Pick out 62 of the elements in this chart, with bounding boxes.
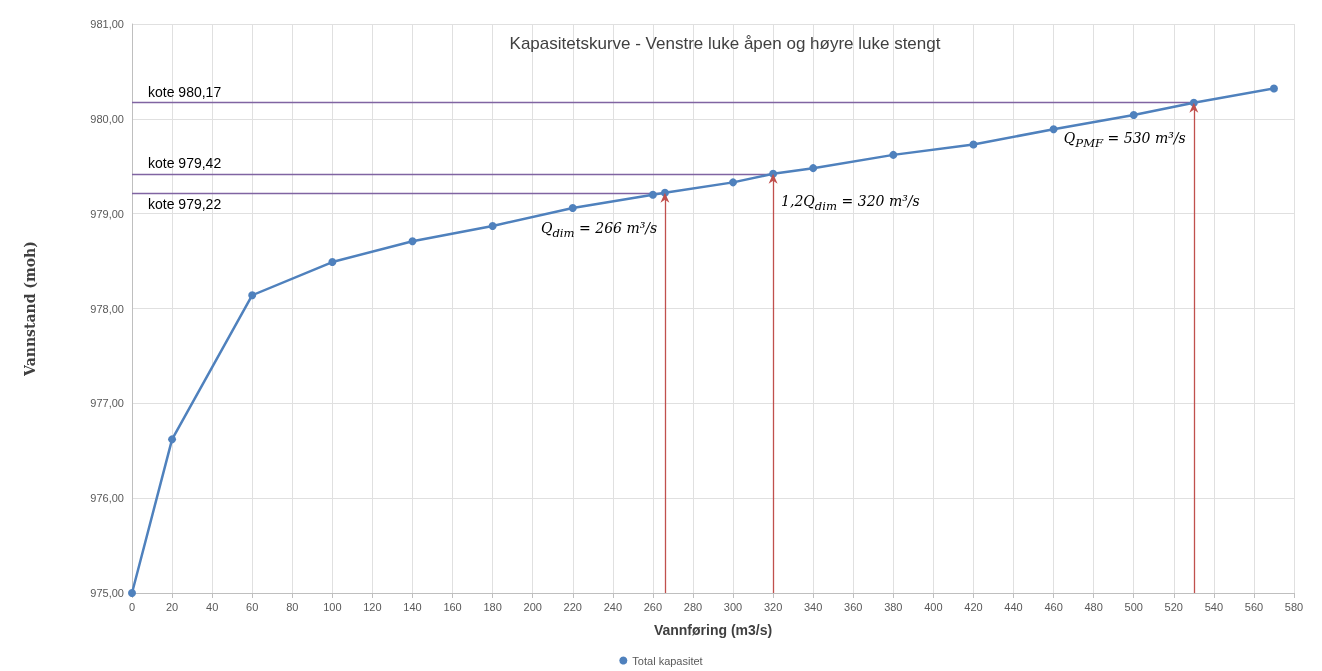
legend-label: Total kapasitet [632,654,703,667]
x-tick-label: 540 [1204,600,1224,613]
point [568,203,577,212]
point [408,237,417,246]
y-tick-label: 975,00 [90,587,124,599]
x-tick-label: 500 [1124,600,1143,613]
x-tick-label: 0 [128,600,136,613]
ref-line-label: 1,2Q$_{dim}$ = 320 m³/s [781,191,920,215]
y-axis-title: Vannstand (moh) [22,241,38,377]
point [1269,84,1278,93]
ref-line-label: kote 979,42 [148,154,222,171]
x-tick-label: 60 [246,600,259,613]
point [1129,111,1138,120]
y-tick-label: 981,00 [90,18,124,30]
x-tick-label: 300 [723,600,743,613]
x-tick-label: 120 [363,600,382,613]
x-tick-label: 420 [964,600,983,613]
x-tick-label: 40 [206,600,219,613]
x-tick-label: 180 [483,600,502,613]
x-axis-title: Vannføring (m3/s) [653,622,773,638]
x-tick-label: 360 [844,600,863,613]
ref-line-label: kote 979,22 [148,195,222,212]
y-tick-label: 976,00 [90,492,124,505]
ref-line-label: Q$_{dim}$ = 266 m³/s [540,218,658,242]
point [889,150,898,159]
y-tick-label: 980,00 [90,112,124,125]
x-tick-label: 280 [683,600,703,613]
y-tick-label: 977,00 [90,397,124,410]
x-tick-label: 520 [1164,600,1183,613]
point [488,222,497,230]
x-tick-label: 380 [884,600,903,613]
point [809,164,818,173]
point [969,140,978,149]
point [168,435,177,444]
x-tick-label: 160 [443,600,462,613]
x-tick-label: 320 [763,600,783,613]
x-tick-label: 580 [1284,600,1304,613]
x-tick-label: 400 [924,600,943,613]
point [1049,125,1058,134]
x-tick-label: 260 [643,600,663,613]
point [328,258,337,267]
x-tick-label: 20 [165,600,179,613]
x-tick-label: 200 [523,600,542,613]
x-tick-label: 140 [403,600,422,613]
x-tick-label: 460 [1044,600,1063,613]
x-tick-label: 220 [563,600,582,613]
x-tick-label: 100 [323,600,342,613]
point [248,291,257,300]
point [729,178,738,187]
text: Kapasitetskurve - Venstre luke åpen og høyre luke stengt [509,34,941,53]
x-tick-label: 560 [1244,600,1264,613]
x-tick-label: 480 [1084,600,1103,613]
ref-line-label: Q$_{PMF}$ = 530 m³/s [1063,128,1186,152]
point [648,190,657,199]
y-tick-label: 979,00 [90,207,124,220]
x-tick-label: 240 [603,600,623,613]
x-tick-label: 440 [1004,600,1023,613]
point [128,589,136,597]
x-tick-label: 340 [803,600,823,613]
y-tick-label: 978,00 [90,302,124,315]
ref-line-label: kote 980,17 [148,83,222,100]
x-tick-label: 80 [286,600,299,613]
